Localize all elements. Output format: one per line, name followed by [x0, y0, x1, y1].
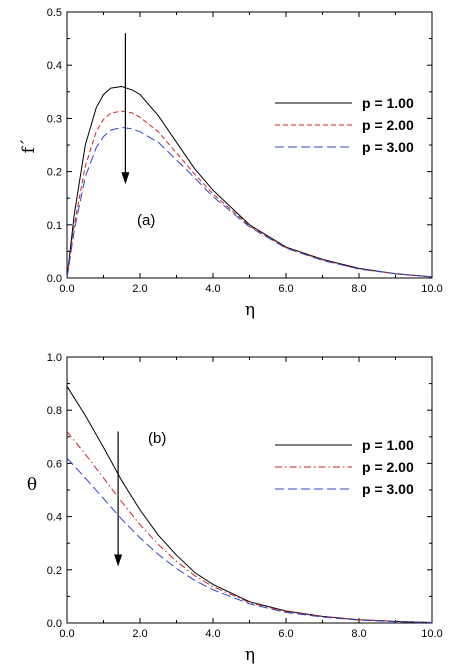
chart1-x-axis-label: η: [245, 300, 255, 320]
chart1-trend-arrow-head: [121, 172, 130, 185]
chart2-x-tick-label: 10.0: [421, 628, 442, 640]
chart2-y-tick-label: 0.2: [47, 565, 62, 577]
chart2-x-tick-label: 6.0: [278, 628, 293, 640]
chart2-series-line-2: [66, 431, 433, 623]
chart2-x-tick-label: 4.0: [205, 628, 220, 640]
chart2-y-tick-label: 0.4: [47, 512, 62, 524]
chart2-legend-label-3: p = 3.00: [362, 481, 414, 497]
chart1-y-tick-label: 0.0: [47, 273, 62, 285]
chart1-y-tick-label: 0.5: [47, 7, 62, 19]
chart2-series-line-3: [66, 457, 433, 623]
chart2-x-tick-label: 8.0: [351, 628, 366, 640]
chart1-x-tick-label: 6.0: [278, 283, 293, 295]
chart1-x-tick-label: 4.0: [205, 283, 220, 295]
chart1-legend-label-3: p = 3.00: [362, 139, 414, 155]
chart1-legend-label-1: p = 1.00: [362, 95, 414, 111]
chart1-x-tick-label: 10.0: [421, 283, 442, 295]
chart1-series-line-2: [66, 110, 433, 279]
chart2-x-axis-label: η: [245, 645, 255, 665]
chart2-panel-annotation: (b): [148, 430, 166, 447]
chart1-y-tick-label: 0.2: [47, 167, 62, 179]
chart1-y-tick-label: 0.1: [47, 220, 62, 232]
chart1-x-tick-label: 8.0: [351, 283, 366, 295]
chart2-legend-label-1: p = 1.00: [362, 437, 414, 453]
chart1-series-line-3: [66, 126, 433, 279]
chart1-panel-annotation: (a): [137, 212, 155, 229]
chart2-y-tick-label: 0.0: [47, 618, 62, 630]
chart1-y-axis-label: f´: [19, 139, 39, 154]
chart1-y-tick-label: 0.4: [47, 60, 62, 72]
chart2-legend-label-2: p = 2.00: [362, 459, 414, 475]
chart2-x-tick-label: 0.0: [59, 628, 74, 640]
chart2-y-axis-label: θ: [27, 475, 37, 495]
chart2-trend-arrow-head: [114, 554, 123, 567]
chart1-legend-label-2: p = 2.00: [362, 117, 414, 133]
chart1-series-line-1: [66, 85, 433, 279]
chart2-y-tick-label: 0.8: [47, 405, 62, 417]
chart2-series-line-1: [66, 386, 433, 623]
chart1-x-tick-label: 0.0: [59, 283, 74, 295]
chart1-y-tick-label: 0.3: [47, 113, 62, 125]
chart2-y-tick-label: 0.6: [47, 458, 62, 470]
chart2-y-tick-label: 1.0: [47, 352, 62, 364]
chart2-x-tick-label: 2.0: [132, 628, 147, 640]
chart1-x-tick-label: 2.0: [132, 283, 147, 295]
